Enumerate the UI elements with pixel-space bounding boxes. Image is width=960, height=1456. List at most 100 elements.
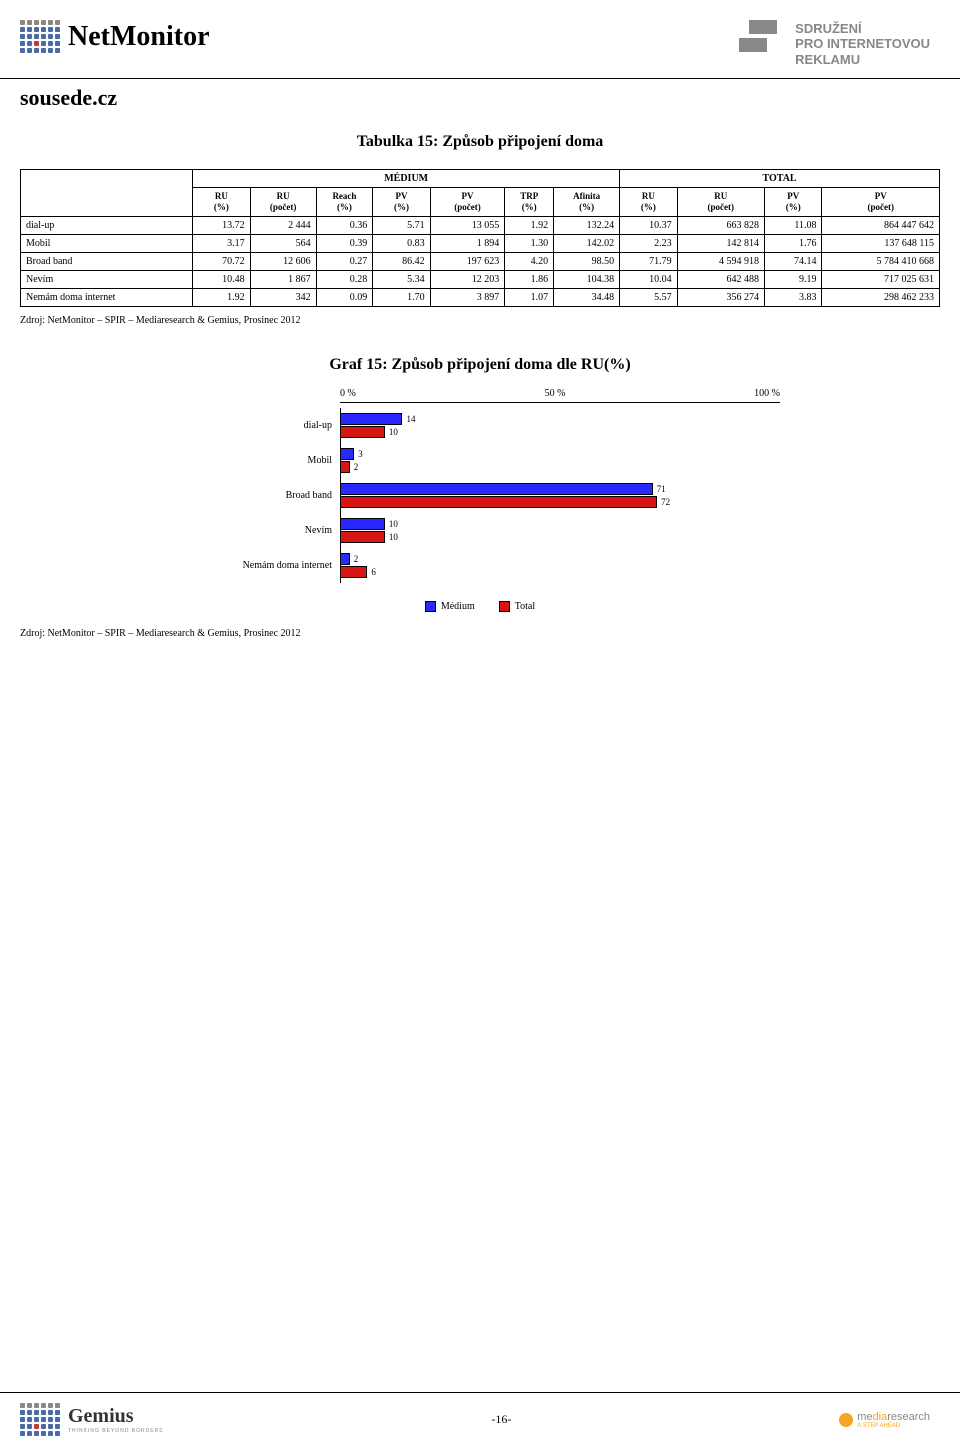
netmonitor-logo: NetMonitor	[20, 20, 210, 53]
chart-legend: Médium Total	[0, 593, 960, 620]
row-label: Nemám doma internet	[21, 288, 193, 306]
data-cell: 142.02	[554, 234, 620, 252]
data-cell: 10.37	[620, 216, 677, 234]
spir-icon	[739, 20, 787, 68]
data-cell: 864 447 642	[822, 216, 940, 234]
mediaresearch-logo: mediaresearch A STEP AHEAD	[839, 1411, 930, 1429]
column-header: PV(počet)	[430, 188, 505, 217]
chart-title: Graf 15: Způsob připojení doma dle RU(%)	[0, 334, 960, 388]
legend-label-total: Total	[515, 601, 535, 612]
mediaresearch-text: mediaresearch A STEP AHEAD	[857, 1411, 930, 1429]
bar-area: 7172	[340, 478, 780, 513]
source-note-1: Zdroj: NetMonitor – SPIR – Mediaresearch…	[0, 307, 960, 334]
bar: 71	[341, 483, 780, 495]
group-medium: MÉDIUM	[193, 170, 620, 188]
axis-row: 0 %50 %100 %	[180, 388, 780, 408]
data-cell: 356 274	[677, 288, 764, 306]
data-cell: 0.83	[373, 234, 430, 252]
gemius-text-block: Gemius THINKING BEYOND BORDERS	[68, 1405, 164, 1434]
bar-fill	[341, 518, 385, 530]
data-table: MÉDIUM TOTAL RU(%)RU(počet)Reach(%)PV(%)…	[20, 169, 940, 307]
legend-item-medium: Médium	[425, 601, 475, 612]
data-cell: 1.07	[505, 288, 554, 306]
row-label: Nevím	[21, 270, 193, 288]
bar: 14	[341, 413, 780, 425]
data-cell: 5 784 410 668	[822, 252, 940, 270]
data-cell: 1.92	[193, 288, 250, 306]
row-label: dial-up	[21, 216, 193, 234]
bar-category-label: dial-up	[180, 408, 340, 443]
column-header: RU(%)	[193, 188, 250, 217]
bar-value: 2	[350, 554, 359, 564]
data-cell: 342	[250, 288, 316, 306]
data-cell: 74.14	[765, 252, 822, 270]
bar-fill	[341, 553, 350, 565]
data-cell: 0.36	[316, 216, 373, 234]
group-header-row: MÉDIUM TOTAL	[21, 170, 940, 188]
data-cell: 1.30	[505, 234, 554, 252]
axis-tick: 0 %	[340, 388, 356, 399]
data-cell: 10.48	[193, 270, 250, 288]
data-cell: 3.17	[193, 234, 250, 252]
bar-category-label: Mobil	[180, 443, 340, 478]
chart-bars: dial-up1410Mobil32Broad band7172Nevím101…	[180, 408, 780, 583]
corner-cell	[21, 170, 193, 217]
bar-fill	[341, 566, 367, 578]
legend-label-medium: Médium	[441, 601, 475, 612]
table-row: Broad band70.7212 6060.2786.42197 6234.2…	[21, 252, 940, 270]
data-cell: 86.42	[373, 252, 430, 270]
data-cell: 11.08	[765, 216, 822, 234]
column-header: PV(%)	[373, 188, 430, 217]
bar-value: 6	[367, 567, 376, 577]
bar-value: 10	[385, 519, 398, 529]
data-cell: 98.50	[554, 252, 620, 270]
bar-fill	[341, 448, 354, 460]
bar-fill	[341, 426, 385, 438]
data-cell: 12 203	[430, 270, 505, 288]
bar-fill	[341, 413, 402, 425]
page-number: -16-	[491, 1412, 511, 1427]
bar: 10	[341, 518, 780, 530]
bar: 10	[341, 426, 780, 438]
column-header: Afinita(%)	[554, 188, 620, 217]
table-row: dial-up13.722 4440.365.7113 0551.92132.2…	[21, 216, 940, 234]
data-cell: 9.19	[765, 270, 822, 288]
bar-value: 71	[653, 484, 666, 494]
data-cell: 5.57	[620, 288, 677, 306]
bar-value: 72	[657, 497, 670, 507]
column-header: TRP(%)	[505, 188, 554, 217]
data-cell: 197 623	[430, 252, 505, 270]
data-cell: 13.72	[193, 216, 250, 234]
data-cell: 642 488	[677, 270, 764, 288]
data-cell: 5.34	[373, 270, 430, 288]
data-cell: 5.71	[373, 216, 430, 234]
bar-fill	[341, 496, 657, 508]
data-cell: 71.79	[620, 252, 677, 270]
data-cell: 2 444	[250, 216, 316, 234]
data-cell: 1.86	[505, 270, 554, 288]
gemius-logo: Gemius THINKING BEYOND BORDERS	[20, 1403, 164, 1436]
legend-swatch-red	[499, 601, 510, 612]
page-header: NetMonitor SDRUŽENÍ PRO INTERNETOVOU REK…	[0, 0, 960, 79]
logo-dots-icon	[20, 20, 60, 53]
data-cell: 3 897	[430, 288, 505, 306]
column-header: PV(počet)	[822, 188, 940, 217]
data-cell: 1.76	[765, 234, 822, 252]
column-header: PV(%)	[765, 188, 822, 217]
table-title: Tabulka 15: Způsob připojení doma	[0, 111, 960, 169]
row-label: Mobil	[21, 234, 193, 252]
bar: 2	[341, 461, 780, 473]
data-cell: 1.70	[373, 288, 430, 306]
bar: 3	[341, 448, 780, 460]
bar-value: 14	[402, 414, 415, 424]
bar-category-label: Broad band	[180, 478, 340, 513]
data-cell: 132.24	[554, 216, 620, 234]
bar-row: Broad band7172	[180, 478, 780, 513]
data-cell: 1 894	[430, 234, 505, 252]
bar-value: 2	[350, 462, 359, 472]
spir-logo: SDRUŽENÍ PRO INTERNETOVOU REKLAMU	[739, 20, 930, 68]
column-header: RU(%)	[620, 188, 677, 217]
bar-row: Mobil3 2	[180, 443, 780, 478]
table-row: Mobil3.175640.390.831 8941.30142.022.231…	[21, 234, 940, 252]
group-total: TOTAL	[620, 170, 940, 188]
